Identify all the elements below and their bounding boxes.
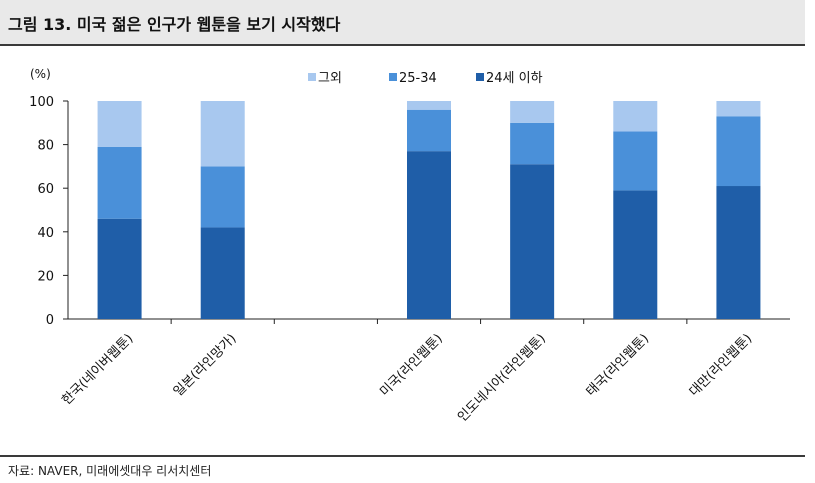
- bar-segment: [97, 218, 142, 319]
- legend-label: 25-34: [399, 71, 437, 86]
- x-tick-labels: 한국(네이버웹툰) 일본(라인망가) 미국(라인웹툰) 인도네시아(라인웹툰) 태국(라…: [59, 331, 755, 425]
- y-tick-label: 80: [37, 139, 54, 154]
- y-tick-label: 60: [37, 182, 54, 197]
- bar-segment: [407, 101, 451, 110]
- x-tick-label: 한국(네이버웹툰): [59, 331, 136, 408]
- bar-segment: [716, 116, 761, 187]
- legend: 그외 25-34 24세 이하: [308, 71, 543, 86]
- legend-swatch: [476, 73, 484, 81]
- bars: [97, 101, 761, 319]
- y-tick-label: 0: [46, 313, 54, 328]
- axes: 0 20 40 60 80 100 (%): [29, 67, 790, 328]
- x-tick-label: 대만(라인웹툰): [687, 331, 756, 400]
- x-tick-label: 태국(라인웹툰): [584, 331, 653, 400]
- bar-segment: [613, 131, 658, 191]
- y-tick-label: 100: [29, 95, 54, 110]
- x-tick-label: 미국(라인웹툰): [377, 331, 446, 400]
- legend-label: 24세 이하: [486, 71, 543, 86]
- source-divider: [0, 455, 805, 457]
- bar-segment: [200, 101, 245, 167]
- legend-label: 그외: [318, 71, 342, 86]
- y-unit-label: (%): [30, 67, 51, 81]
- title-bar: 그림 13. 미국 젊은 인구가 웹툰을 보기 시작했다: [0, 0, 805, 46]
- bar-segment: [97, 101, 142, 147]
- bar-segment: [407, 109, 451, 152]
- page-title: 그림 13. 미국 젊은 인구가 웹툰을 보기 시작했다: [8, 15, 341, 34]
- bar-segment: [200, 227, 245, 319]
- x-tick-label: 인도네시아(라인웹툰): [455, 331, 549, 425]
- x-tick-label: 일본(라인망가): [171, 331, 240, 400]
- bar-segment: [613, 101, 658, 132]
- bar-segment: [510, 101, 555, 123]
- bar-segment: [407, 151, 451, 319]
- legend-swatch: [308, 73, 316, 81]
- bar-segment: [613, 190, 658, 319]
- bar-segment: [716, 101, 761, 117]
- chart-area: 0 20 40 60 80 100 (%) 한국(네이버웹툰) 일본(라인망가) 미국(라인웹툰…: [0, 52, 815, 452]
- legend-swatch: [389, 73, 397, 81]
- y-tick-label: 40: [37, 226, 54, 241]
- bar-segment: [510, 164, 555, 319]
- bar-segment: [200, 166, 245, 228]
- bar-segment: [97, 146, 142, 219]
- bar-segment: [716, 186, 761, 319]
- y-tick-label: 20: [37, 269, 54, 284]
- source-note: 자료: NAVER, 미래에셋대우 리서치센터: [8, 464, 212, 478]
- stacked-bar-chart: 0 20 40 60 80 100 (%) 한국(네이버웹툰) 일본(라인망가) 미국(라인웹툰…: [29, 67, 790, 425]
- bar-segment: [510, 122, 555, 165]
